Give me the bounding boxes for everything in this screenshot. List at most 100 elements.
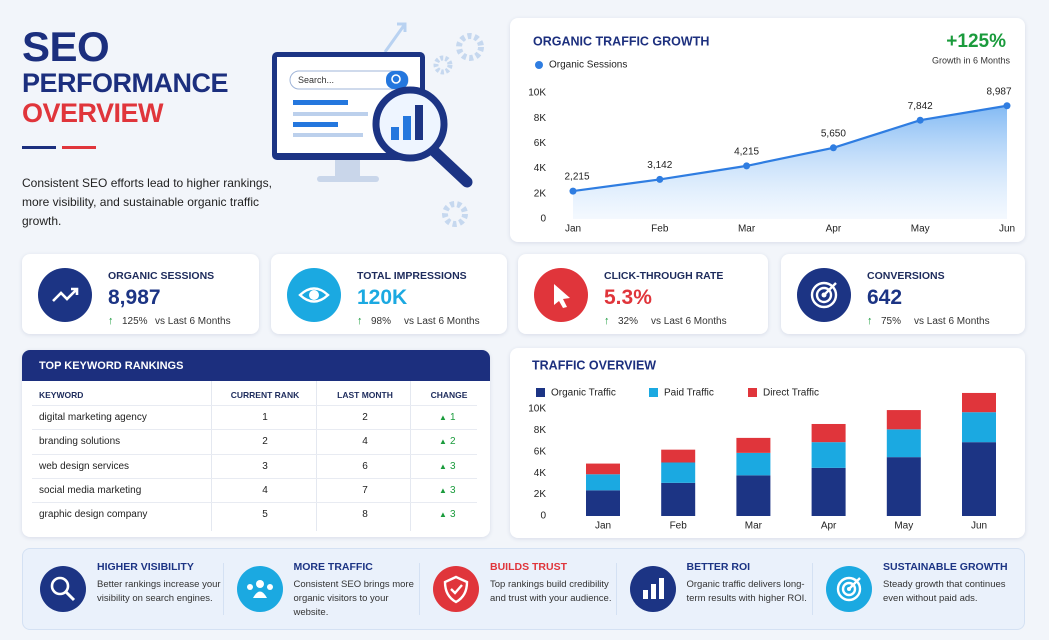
title-line: OVERVIEW — [22, 98, 164, 128]
column-separator — [316, 381, 317, 531]
benefit-icon — [433, 566, 479, 612]
divider — [62, 146, 96, 149]
keyword: branding solutions — [39, 436, 121, 448]
icon — [629, 566, 676, 612]
icon — [534, 268, 588, 322]
rank: 6 — [362, 460, 368, 472]
keyword: digital marketing agency — [39, 412, 147, 423]
divider — [22, 146, 56, 149]
up-arrow: ↑ — [108, 315, 114, 327]
benefit-text: Top rankings build credibility and trust… — [490, 579, 612, 604]
rank: 8 — [362, 509, 368, 521]
column-header: LAST MONTH — [337, 390, 393, 400]
change-arrow: ▲ — [439, 510, 447, 520]
table-title: TOP KEYWORD RANKINGS — [39, 360, 184, 372]
benefits-strip: HIGHER VISIBILITY Better rankings increas… — [22, 548, 1025, 630]
benefit-text: Organic traffic delivers long-term resul… — [686, 579, 807, 604]
benefit-title: BUILDS TRUST — [490, 561, 567, 573]
change-value: 3 — [450, 484, 456, 496]
rank: 4 — [362, 436, 368, 448]
change-value: 2 — [450, 436, 456, 448]
line-card — [510, 18, 1025, 242]
kpi-change: 98% — [371, 316, 392, 327]
change-arrow: ▲ — [439, 485, 447, 495]
icon — [797, 268, 851, 322]
kpi-value: 8,987 — [108, 286, 161, 309]
benefit-icon — [236, 566, 283, 612]
icon — [38, 268, 92, 322]
kpi-icon — [534, 268, 588, 322]
benefit-title: SUSTAINABLE GROWTH — [883, 561, 1008, 573]
kpi-icon — [287, 268, 341, 322]
up-arrow: ↑ — [357, 315, 363, 327]
benefit-title: BETTER ROI — [686, 561, 751, 573]
kpi-card: TOTAL IMPRESSIONS 120K ↑ 98% vs Last 6 Month… — [271, 254, 507, 334]
up-arrow: ↑ — [867, 315, 873, 327]
benefit-separator — [222, 563, 224, 615]
kpi-note: vs Last 6 Months — [914, 316, 990, 327]
table-header-bar — [22, 350, 490, 381]
up-arrow: ↑ — [604, 315, 610, 327]
description: Consistent SEO efforts lead to higher ra… — [22, 176, 272, 228]
row-line — [32, 502, 477, 504]
benefit-separator — [419, 563, 420, 615]
icon — [826, 566, 872, 612]
title-line: PERFORMANCE — [22, 68, 229, 98]
rank: 4 — [262, 484, 268, 496]
kpi-change: 75% — [881, 316, 902, 327]
search-placeholder: Search... — [298, 75, 334, 85]
rank: 7 — [362, 484, 368, 496]
kpi-note: vs Last 6 Months — [155, 316, 231, 327]
change-value: 1 — [450, 412, 456, 423]
kpi-change: 32% — [618, 316, 639, 327]
rank: 5 — [262, 509, 268, 521]
kpi-icon — [797, 268, 851, 322]
icon — [287, 268, 341, 322]
benefit-icon — [40, 566, 86, 612]
row-line — [32, 453, 477, 455]
kpi-title: TOTAL IMPRESSIONS — [357, 270, 467, 282]
kpi-title: CLICK-THROUGH RATE — [604, 270, 724, 282]
rank: 1 — [262, 412, 268, 423]
benefit-text: Steady growth that continues even withou… — [883, 579, 1006, 604]
kpi-card: CONVERSIONS 642 ↑ 75% vs Last 6 Months — [781, 254, 1025, 334]
benefit-separator — [812, 563, 813, 615]
change-value: 3 — [450, 509, 456, 521]
change-arrow: ▲ — [439, 437, 447, 447]
column-separator — [211, 381, 212, 531]
rank: 2 — [362, 412, 368, 423]
kpi-icon — [38, 268, 92, 322]
change-arrow: ▲ — [439, 413, 447, 422]
benefit-icon — [826, 566, 872, 612]
keyword: web design services — [39, 460, 130, 472]
title-line: SEO — [22, 23, 110, 70]
column-header: CHANGE — [430, 390, 468, 400]
kpi-card: CLICK-THROUGH RATE 5.3% ↑ 32% vs Last 6 Mont… — [518, 254, 768, 334]
kpi-value: 5.3% — [604, 286, 652, 309]
change-arrow: ▲ — [439, 461, 447, 471]
icon — [433, 566, 479, 612]
row-line — [32, 405, 477, 406]
rank: 3 — [262, 460, 268, 472]
kpi-title: CONVERSIONS — [867, 270, 945, 282]
kpi-value: 642 — [867, 286, 903, 309]
benefit-text: Better rankings increase your visibility… — [97, 579, 221, 604]
column-header: CURRENT RANK — [230, 390, 300, 400]
icon — [40, 566, 86, 612]
keyword: graphic design company — [39, 509, 148, 521]
kpi-change: 125% — [122, 316, 148, 327]
kpi-title: ORGANIC SESSIONS — [108, 270, 215, 282]
icon — [236, 566, 283, 612]
change-value: 3 — [450, 460, 456, 472]
benefit-title: HIGHER VISIBILITY — [97, 561, 194, 573]
row-line — [32, 477, 477, 479]
table-card: TOP KEYWORD RANKINGS KEYWORD CURRENT RANK L… — [22, 350, 490, 537]
rank: 2 — [262, 436, 268, 448]
benefit-icon — [629, 566, 676, 612]
kpi-card: ORGANIC SESSIONS 8,987 ↑ 125% vs Last 6 Mont… — [22, 254, 259, 334]
kpi-note: vs Last 6 Months — [651, 316, 727, 327]
benefit-text: Consistent SEO brings more organic visit… — [293, 579, 414, 618]
column-separator — [410, 381, 411, 531]
kpi-value: 120K — [357, 286, 408, 309]
